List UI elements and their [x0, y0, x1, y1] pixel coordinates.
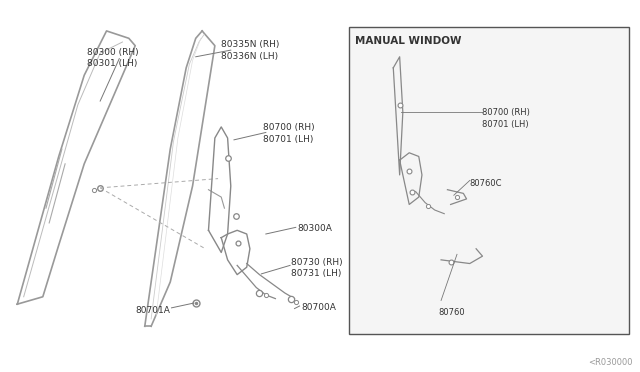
- Text: 80300A: 80300A: [298, 224, 333, 232]
- Text: 80300 (RH)
80301 (LH): 80300 (RH) 80301 (LH): [88, 48, 139, 68]
- Text: 80700A: 80700A: [301, 304, 336, 312]
- Text: MANUAL WINDOW: MANUAL WINDOW: [355, 36, 461, 46]
- Text: 80701A: 80701A: [136, 306, 170, 315]
- Text: 80730 (RH)
80731 (LH): 80730 (RH) 80731 (LH): [291, 258, 343, 279]
- Text: 80700 (RH)
80701 (LH): 80700 (RH) 80701 (LH): [483, 109, 531, 129]
- Text: 80335N (RH)
80336N (LH): 80335N (RH) 80336N (LH): [221, 40, 280, 61]
- Text: 80760C: 80760C: [470, 179, 502, 187]
- Text: <R030000: <R030000: [588, 358, 632, 367]
- Bar: [349, 27, 629, 334]
- Text: 80760: 80760: [438, 308, 465, 317]
- Text: 80700 (RH)
80701 (LH): 80700 (RH) 80701 (LH): [262, 123, 314, 144]
